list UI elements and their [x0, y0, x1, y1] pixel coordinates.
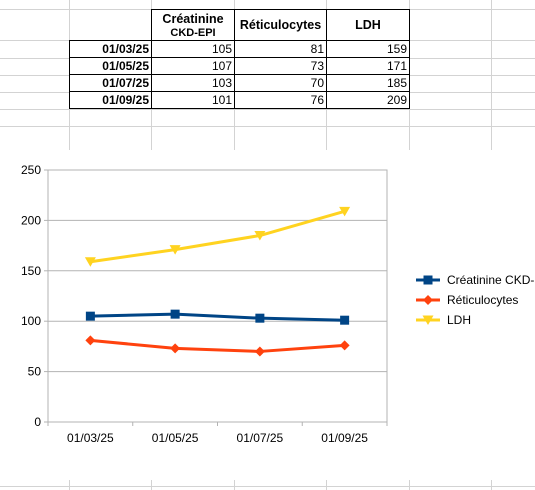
header-label: Créatinine [162, 11, 224, 26]
header-label: LDH [355, 17, 381, 32]
y-tick-label: 100 [21, 314, 41, 328]
value-cell[interactable]: 101 [151, 91, 235, 109]
data-point [254, 231, 266, 241]
value-cell[interactable]: 105 [151, 40, 235, 58]
table-row: 01/07/25 103 70 185 [69, 74, 410, 92]
data-point [169, 245, 181, 255]
series-line [90, 338, 345, 353]
date-cell[interactable]: 01/05/25 [69, 57, 152, 75]
x-tick-label: 01/09/25 [321, 431, 368, 445]
x-tick-label: 01/05/25 [152, 431, 199, 445]
data-table: Créatinine CKD-EPI Réticulocytes LDH 01/… [69, 9, 410, 109]
header-sublabel: CKD-EPI [170, 26, 216, 39]
value-cell[interactable]: 76 [234, 91, 327, 109]
header-cell-reticulocytes[interactable]: Réticulocytes [234, 9, 327, 41]
table-header-row: Créatinine CKD-EPI Réticulocytes LDH [70, 9, 410, 41]
table-row: 01/09/25 101 76 209 [69, 91, 410, 109]
series-line [90, 312, 345, 322]
row-gridline [0, 126, 535, 127]
value-cell[interactable]: 70 [234, 74, 327, 92]
line-chart: 0 50 100 150 200 250 01/03/25 01/05/25 01/07/25 0… [21, 163, 534, 445]
header-cell-creatinine[interactable]: Créatinine CKD-EPI [151, 9, 235, 41]
value-cell[interactable]: 73 [234, 57, 327, 75]
value-cell[interactable]: 209 [326, 91, 410, 109]
row-gridline [0, 486, 535, 487]
header-label: Réticulocytes [239, 17, 322, 32]
table-row: 01/03/25 105 81 159 [69, 40, 410, 58]
header-cell-empty[interactable] [70, 10, 152, 41]
value-cell[interactable]: 185 [326, 74, 410, 92]
row-gridline [0, 109, 535, 110]
legend-label: LDH [447, 313, 471, 327]
data-point [85, 311, 95, 321]
data-point [340, 315, 350, 325]
y-tick-label: 200 [21, 213, 41, 227]
value-cell[interactable]: 107 [151, 57, 235, 75]
header-cell-ldh[interactable]: LDH [326, 9, 410, 41]
data-point [84, 257, 96, 267]
legend-marker [423, 295, 433, 305]
legend-label: Créatinine CKD- [447, 273, 534, 287]
x-tick-label: 01/07/25 [237, 431, 284, 445]
data-point [170, 343, 181, 354]
y-tick-label: 0 [34, 415, 41, 429]
chart-object[interactable]: 0 50 100 150 200 250 01/03/25 01/05/25 01/07/25 0… [0, 150, 535, 480]
date-cell[interactable]: 01/03/25 [69, 40, 152, 58]
x-tick-label: 01/03/25 [67, 431, 114, 445]
table-row: 01/05/25 107 73 171 [69, 57, 410, 75]
date-cell[interactable]: 01/09/25 [69, 91, 152, 109]
legend-marker [423, 275, 433, 285]
data-point [339, 206, 351, 217]
data-point [254, 346, 265, 357]
y-tick-label: 150 [21, 264, 41, 278]
data-point [255, 313, 265, 323]
date-cell[interactable]: 01/07/25 [69, 74, 152, 92]
y-tick-label: 250 [21, 163, 41, 177]
value-cell[interactable]: 159 [326, 40, 410, 58]
plot-area [47, 169, 388, 423]
value-cell[interactable]: 81 [234, 40, 327, 58]
data-point [170, 309, 180, 319]
legend-marker [422, 315, 434, 325]
value-cell[interactable]: 171 [326, 57, 410, 75]
value-cell[interactable]: 103 [151, 74, 235, 92]
y-tick-label: 50 [28, 365, 42, 379]
data-point [85, 335, 96, 346]
legend-label: Réticulocytes [447, 293, 518, 307]
series-line [90, 209, 346, 264]
data-point [339, 340, 350, 351]
